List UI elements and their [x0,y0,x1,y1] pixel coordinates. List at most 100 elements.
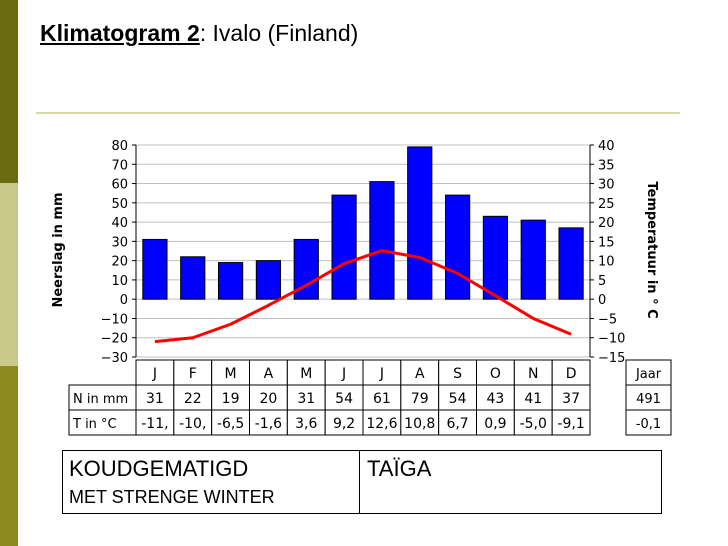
right-tick-label: 5 [598,274,606,289]
precipitation-value: 22 [184,391,202,407]
month-header-cell [286,359,326,386]
precipitation-value: 79 [411,391,429,407]
right-tick-label: 15 [598,235,615,250]
precipitation-bar [482,215,509,300]
plot-area [135,144,591,358]
right-tick-label: 30 [598,178,615,193]
box-divider [359,451,360,513]
precipitation-value: 19 [222,391,240,407]
left-tick-label: 20 [111,255,128,270]
precipitation-bar [369,181,395,300]
month-label: J [341,366,346,382]
sidebar-decoration-top [0,0,18,183]
data-cell [362,384,402,411]
vegetation-label: TAÏGA [367,456,432,481]
right-tick-label: −15 [598,351,625,366]
precipitation-bar [255,260,282,300]
precipitation-bar [142,238,168,300]
slide-title-bold: Klimatogram 2 [40,20,200,46]
data-cell [513,409,553,436]
y-axis-left-title: Neerslag in mm [51,192,66,307]
slide-title: Klimatogram 2: Ivalo (Finland) [40,20,358,47]
month-label: F [189,366,197,382]
year-temperature-mean: -0,1 [636,417,661,432]
year-precipitation-total: 491 [636,392,661,407]
precipitation-bar [407,146,433,300]
right-tick-label: 0 [598,293,606,308]
temperature-value: 6,7 [446,416,468,432]
temperature-value: -6,5 [217,416,244,432]
left-tick-label: 60 [111,178,128,193]
right-tick-label: −10 [598,332,625,347]
left-tick-label: 10 [111,274,128,289]
left-tick-label: 30 [111,235,128,250]
left-tick-label: −30 [101,351,128,366]
month-label: A [264,366,274,382]
precipitation-bar [217,262,244,300]
left-tick-label: −20 [101,332,128,347]
data-cell [476,384,515,411]
data-cell [135,409,175,436]
temperature-value: -11, [141,416,168,432]
row-label-cell [68,409,137,436]
precipitation-value: 31 [297,391,315,407]
data-cell [286,409,326,436]
precipitation-bar [558,227,584,300]
data-cell [173,409,213,436]
left-tick-label: 80 [111,139,128,154]
month-label: M [300,366,312,382]
month-label: J [152,366,157,382]
precipitation-value: 43 [487,391,505,407]
temperature-value: 12,6 [366,416,397,432]
left-tick-label: 0 [120,293,128,308]
month-label: N [528,366,538,382]
month-header-cell [476,359,515,386]
month-label: D [566,366,577,382]
left-tick-label: 70 [111,158,128,173]
precipitation-value: 61 [373,391,391,407]
climate-subtype-label: MET STRENGE WINTER [69,487,275,507]
month-header-cell [551,359,591,386]
month-label: O [490,366,501,382]
data-cell [551,409,591,436]
data-cell [362,409,402,436]
temperature-value: 10,8 [404,416,435,432]
year-precipitation-cell [625,384,672,411]
precipitation-bar [520,219,546,300]
data-cell [286,384,326,411]
month-label: J [379,366,384,382]
temperature-value: 3,6 [295,416,317,432]
data-cell [249,384,288,411]
right-tick-label: 40 [598,139,615,154]
data-cell [324,384,364,411]
left-tick-label: −10 [101,312,128,327]
temperature-line [154,249,572,344]
precipitation-value: 31 [146,391,164,407]
temperature-value: -9,1 [557,416,584,432]
y-axis-right-title: Temperatuur in ° C [644,181,659,318]
data-cell [173,384,213,411]
precipitation-value: 54 [449,391,467,407]
precipitation-bar [180,256,206,300]
temperature-row-label: T in °C [72,417,117,432]
row-label-cell [68,384,137,411]
sidebar-decoration-bottom [0,366,18,546]
month-label: S [453,366,462,382]
data-cell [513,384,553,411]
right-tick-label: 25 [598,197,615,212]
year-header-label: Jaar [635,367,662,382]
temperature-value: -1,6 [255,416,282,432]
month-label: A [415,366,425,382]
sidebar-decoration-middle [0,183,18,366]
precipitation-bar [293,238,319,300]
temperature-value: 9,2 [333,416,355,432]
year-header-cell [625,359,672,386]
temperature-value: 0,9 [484,416,506,432]
data-cell [438,409,477,436]
climate-classification-box: KOUDGEMATIGD MET STRENGE WINTER TAÏGA [62,450,662,514]
temperature-value: -10, [179,416,206,432]
data-cell [400,409,440,436]
precipitation-value: 37 [562,391,580,407]
precipitation-bar [331,194,357,300]
